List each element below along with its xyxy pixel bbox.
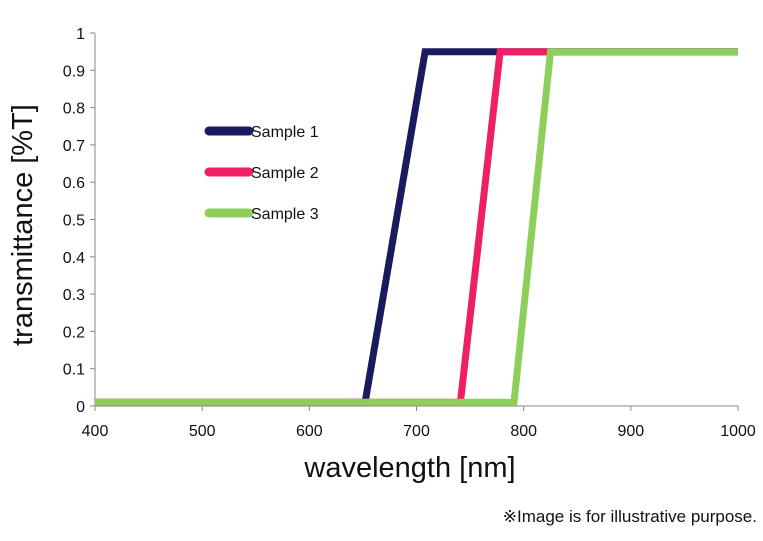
y-tick-label: 0.9 <box>63 63 85 80</box>
x-tick-label: 400 <box>82 423 109 440</box>
y-tick-label: 0.6 <box>63 175 85 192</box>
x-tick-label: 700 <box>403 423 430 440</box>
illustrative-note: ※Image is for illustrative purpose. <box>502 507 757 526</box>
y-tick-label: 0.5 <box>63 213 85 230</box>
y-axis-title: transmittance [%T] <box>7 104 39 346</box>
series-lines <box>95 48 738 406</box>
series-line-1 <box>95 48 738 406</box>
y-tick-label: 1 <box>76 26 85 43</box>
legend-label: Sample 2 <box>251 165 319 182</box>
legend-label: Sample 3 <box>251 206 319 223</box>
legend-label: Sample 1 <box>251 124 319 141</box>
y-axis-ticks: 0 0.1 0.2 0.3 0.4 0.5 0.6 0.7 0.8 0.9 1 <box>63 26 95 416</box>
legend: Sample 1 Sample 2 Sample 3 <box>204 124 319 223</box>
y-tick-label: 0 <box>76 399 85 416</box>
y-tick-label: 0.2 <box>63 324 85 341</box>
x-tick-label: 800 <box>510 423 537 440</box>
y-tick-label: 0.8 <box>63 101 85 118</box>
x-axis-title: wavelength [nm] <box>303 452 515 484</box>
series-line-3 <box>95 48 738 406</box>
y-tick-label: 0.3 <box>63 287 85 304</box>
y-tick-label: 0.7 <box>63 138 85 155</box>
y-tick-label: 0.4 <box>63 250 85 267</box>
x-tick-label: 600 <box>296 423 323 440</box>
x-tick-label: 500 <box>189 423 216 440</box>
x-tick-label: 900 <box>617 423 644 440</box>
y-tick-label: 0.1 <box>63 362 85 379</box>
x-tick-label: 1000 <box>720 423 756 440</box>
x-axis-ticks: 400 500 600 700 800 900 1000 <box>82 406 756 440</box>
